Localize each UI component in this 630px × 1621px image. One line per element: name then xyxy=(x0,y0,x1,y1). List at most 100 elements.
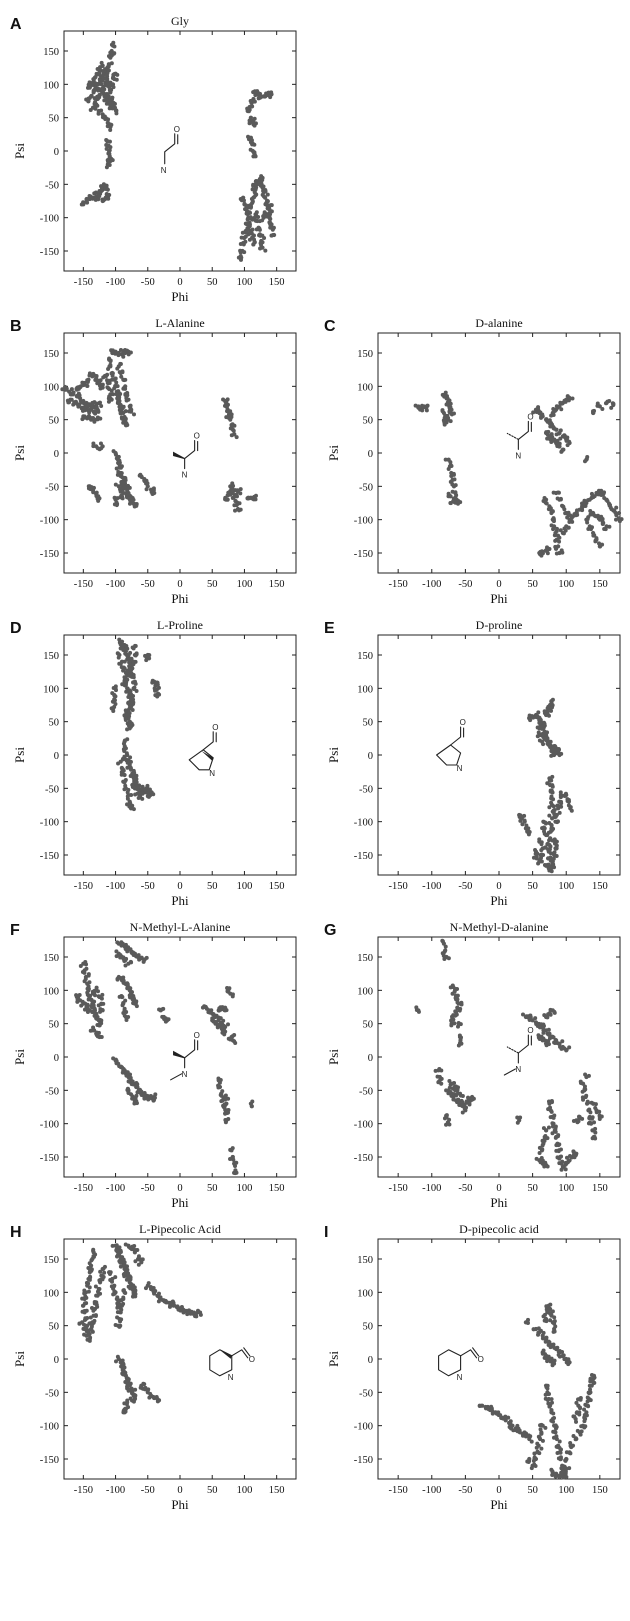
data-point-density xyxy=(537,858,542,863)
data-point-density xyxy=(556,1143,561,1148)
data-point-density xyxy=(140,1257,145,1262)
data-point-density xyxy=(253,212,258,217)
data-point-density xyxy=(88,407,93,412)
data-point-density xyxy=(125,947,130,952)
y-tick-label: 0 xyxy=(54,1053,59,1064)
data-point-density xyxy=(585,455,590,460)
data-point-density xyxy=(92,419,97,424)
data-point-density xyxy=(125,790,130,795)
data-point-density xyxy=(558,790,563,795)
molecule-bond xyxy=(170,1073,183,1081)
data-point-density xyxy=(153,1092,158,1097)
data-point-density xyxy=(219,1099,224,1104)
data-point-density xyxy=(115,1310,120,1315)
data-point-density xyxy=(597,1109,602,1114)
data-point-density xyxy=(550,774,555,779)
data-point-density xyxy=(444,1113,449,1118)
data-point-density xyxy=(558,1147,563,1152)
panel-title: L-Alanine xyxy=(155,316,204,330)
data-point-density xyxy=(562,507,567,512)
data-point-density xyxy=(110,1243,115,1248)
x-tick-label: -150 xyxy=(74,881,93,892)
y-tick-label: -150 xyxy=(40,851,59,862)
data-point-density xyxy=(230,994,235,999)
data-point-density xyxy=(77,1321,82,1326)
y-tick-label: 50 xyxy=(363,718,374,729)
data-point-density xyxy=(122,1407,127,1412)
x-tick-label: -100 xyxy=(422,579,441,590)
data-point-density xyxy=(103,67,108,72)
data-point-density xyxy=(113,376,118,381)
data-point-density xyxy=(228,1157,233,1162)
data-point-density xyxy=(580,504,585,509)
data-point-density xyxy=(547,1307,552,1312)
data-point-density xyxy=(442,394,447,399)
data-point-density xyxy=(176,1307,181,1312)
data-point-density xyxy=(252,89,257,94)
data-point-density xyxy=(109,122,114,127)
y-tick-label: 100 xyxy=(357,684,373,695)
data-point-density xyxy=(238,248,243,253)
data-point-density xyxy=(242,235,247,240)
data-point-density xyxy=(551,1419,556,1424)
data-point-density xyxy=(140,796,145,801)
x-axis-title: Phi xyxy=(171,289,189,304)
data-point-density xyxy=(552,533,557,538)
data-point-density xyxy=(551,490,556,495)
data-point-density xyxy=(532,1462,537,1467)
data-point-density xyxy=(522,818,527,823)
data-point-density xyxy=(142,1382,147,1387)
data-point-density xyxy=(522,813,527,818)
data-point-density xyxy=(554,432,559,437)
data-point-density xyxy=(96,110,101,115)
data-point-density xyxy=(537,738,542,743)
data-point-density xyxy=(95,94,100,99)
data-point-density xyxy=(116,655,121,660)
data-point-density xyxy=(555,1041,560,1046)
data-point-density xyxy=(86,1266,91,1271)
data-point-density xyxy=(128,1387,133,1392)
data-point-density xyxy=(114,500,119,505)
data-point-density xyxy=(80,408,85,413)
data-point-density xyxy=(552,808,557,813)
data-point-density xyxy=(101,1001,106,1006)
panel-c: C D-alanine -150 -100 -50 0 50 100 150 -150 -100 -5… xyxy=(324,316,624,606)
data-point-density xyxy=(96,994,101,999)
x-tick-label: -50 xyxy=(141,881,155,892)
data-point-density xyxy=(451,1097,456,1102)
data-point-density xyxy=(607,503,612,508)
data-point-density xyxy=(142,476,147,481)
data-point-density xyxy=(223,1102,228,1107)
data-point-density xyxy=(92,1008,97,1013)
data-point-density xyxy=(113,1359,118,1364)
data-point-density xyxy=(248,98,253,103)
scatter-series xyxy=(77,1242,203,1415)
data-point-density xyxy=(120,1358,125,1363)
y-axis-title: Psi xyxy=(326,445,341,461)
data-point-density xyxy=(448,1082,453,1087)
data-point-density xyxy=(124,1277,129,1282)
data-point-density xyxy=(198,1312,203,1317)
data-point-density xyxy=(547,805,552,810)
data-point-density xyxy=(549,1467,554,1472)
data-point-density xyxy=(127,501,132,506)
data-point-density xyxy=(467,1102,472,1107)
data-point-density xyxy=(133,1288,138,1293)
y-tick-label: 0 xyxy=(54,147,59,158)
data-point-density xyxy=(541,1030,546,1035)
data-point-density xyxy=(544,1335,549,1340)
data-point-density xyxy=(585,1395,590,1400)
data-point-density xyxy=(592,1120,597,1125)
data-point-density xyxy=(586,526,591,531)
data-point-density xyxy=(252,116,257,121)
data-point-density xyxy=(226,1022,231,1027)
y-tick-label: -150 xyxy=(354,1153,373,1164)
data-point-density xyxy=(85,404,90,409)
data-point-density xyxy=(443,944,448,949)
data-point-density xyxy=(250,1099,255,1104)
data-point-density xyxy=(216,1076,221,1081)
data-point-density xyxy=(93,1314,98,1319)
data-point-density xyxy=(131,412,136,417)
data-point-density xyxy=(560,550,565,555)
data-point-density xyxy=(455,1000,460,1005)
